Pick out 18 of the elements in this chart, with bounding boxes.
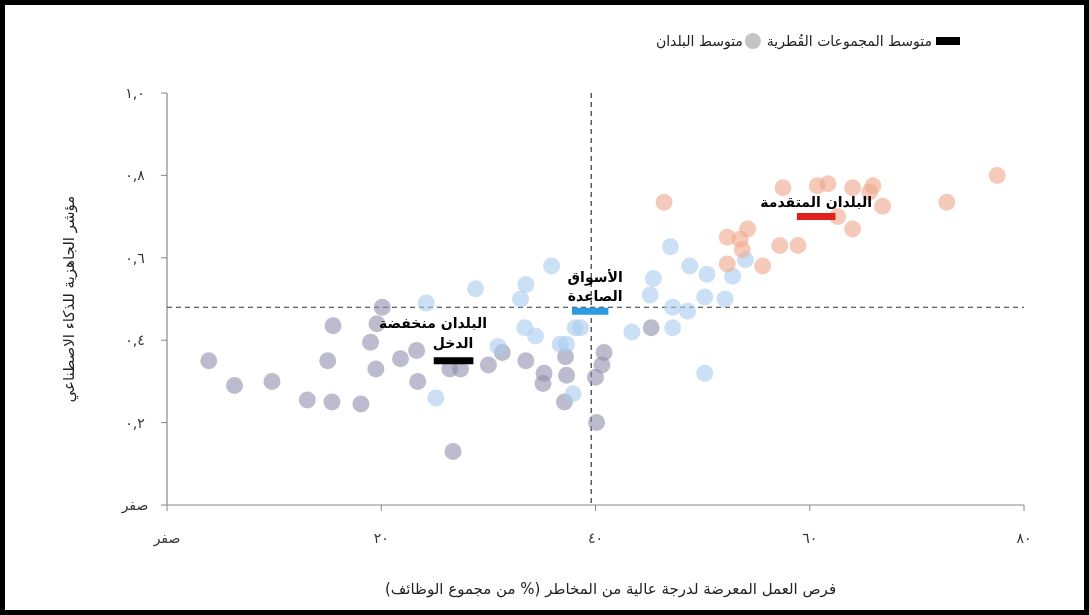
legend-label: متوسط البلدان	[655, 33, 743, 50]
x-tick-label: ٨٠	[1016, 530, 1032, 546]
y-tick-label: ٠,٦	[125, 249, 145, 266]
y-tick-label: ٠,٢	[125, 414, 145, 431]
annotation: البلدان منخفضة الدخل	[379, 314, 488, 351]
legend-label: متوسط المجموعات القُطرية	[766, 33, 932, 50]
y-tick-label: ٠,٤	[125, 332, 145, 349]
x-tick-label: صفر	[152, 530, 181, 547]
x-tick-label: ٦٠	[802, 530, 818, 546]
x-axis-title: فرص العمل المعرضة لدرجة عالية من المخاطر (% من مجموع الوظائف)	[384, 580, 837, 598]
annotation: البلدان المتقدمة	[760, 193, 872, 210]
y-tick-label: ٠,٨	[125, 167, 146, 184]
x-tick-label: ٢٠	[373, 530, 389, 546]
y-tick-label: ١,٠	[125, 85, 145, 101]
y-tick-label: صفر	[120, 497, 149, 514]
y-axis-title: مؤشر الجاهزية للذكاء الاصطناعي	[60, 195, 79, 403]
x-tick-label: ٤٠	[587, 530, 604, 546]
annotation: الأسواق الصاعدة	[567, 269, 623, 305]
